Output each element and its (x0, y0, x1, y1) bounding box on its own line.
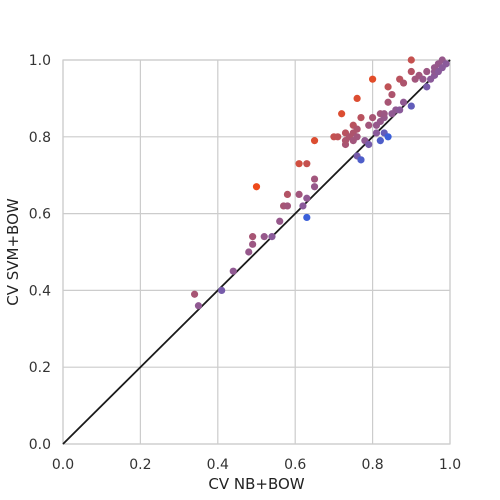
data-point (284, 202, 291, 209)
data-point (303, 160, 310, 167)
data-point (295, 160, 302, 167)
data-point (384, 99, 391, 106)
data-point (334, 133, 341, 140)
data-point (365, 122, 372, 129)
y-tick-label: 0.8 (29, 130, 51, 146)
x-axis-label: CV NB+BOW (208, 475, 304, 493)
data-point (408, 56, 415, 63)
data-point (249, 241, 256, 248)
data-point (303, 214, 310, 221)
data-point (408, 102, 415, 109)
data-point (357, 114, 364, 121)
data-point (369, 114, 376, 121)
data-point (311, 137, 318, 144)
data-point (245, 248, 252, 255)
data-point (388, 91, 395, 98)
data-point (357, 156, 364, 163)
x-tick-labels: 0.0 0.2 0.4 0.6 0.8 1.0 (52, 457, 461, 473)
data-point (400, 99, 407, 106)
data-point (195, 302, 202, 309)
data-point (354, 95, 361, 102)
data-point (365, 141, 372, 148)
y-tick-label: 0.2 (29, 360, 51, 376)
data-point (400, 79, 407, 86)
data-point (303, 195, 310, 202)
data-point (384, 133, 391, 140)
data-point (419, 76, 426, 83)
data-point (311, 183, 318, 190)
data-point (191, 291, 198, 298)
x-tick-label: 0.4 (207, 457, 229, 473)
y-tick-labels: 0.0 0.2 0.4 0.6 0.8 1.0 (29, 53, 51, 453)
y-tick-label: 1.0 (29, 53, 51, 69)
data-point (218, 287, 225, 294)
x-tick-label: 0.2 (129, 457, 151, 473)
data-point (230, 268, 237, 275)
data-point (338, 110, 345, 117)
data-point (377, 137, 384, 144)
x-tick-label: 0.8 (361, 457, 383, 473)
data-point (369, 76, 376, 83)
y-tick-label: 0.4 (29, 283, 51, 299)
data-point (354, 126, 361, 133)
data-point (354, 133, 361, 140)
data-point (311, 175, 318, 182)
data-point (408, 68, 415, 75)
data-point (261, 233, 268, 240)
data-point (253, 183, 260, 190)
data-point (443, 60, 450, 67)
reference-diagonal-line (63, 60, 450, 444)
data-point (381, 110, 388, 117)
data-point (295, 191, 302, 198)
x-tick-label: 1.0 (439, 457, 461, 473)
x-tick-label: 0.0 (52, 457, 74, 473)
y-tick-label: 0.0 (29, 437, 51, 453)
data-point (423, 83, 430, 90)
y-tick-label: 0.6 (29, 207, 51, 223)
data-point (423, 68, 430, 75)
data-point (249, 233, 256, 240)
data-point (299, 202, 306, 209)
data-point (373, 129, 380, 136)
data-point (384, 83, 391, 90)
data-points (191, 56, 450, 309)
data-point (276, 218, 283, 225)
data-point (268, 233, 275, 240)
x-tick-label: 0.6 (284, 457, 306, 473)
data-point (396, 106, 403, 113)
y-axis-label: CV SVM+BOW (4, 198, 22, 306)
data-point (284, 191, 291, 198)
